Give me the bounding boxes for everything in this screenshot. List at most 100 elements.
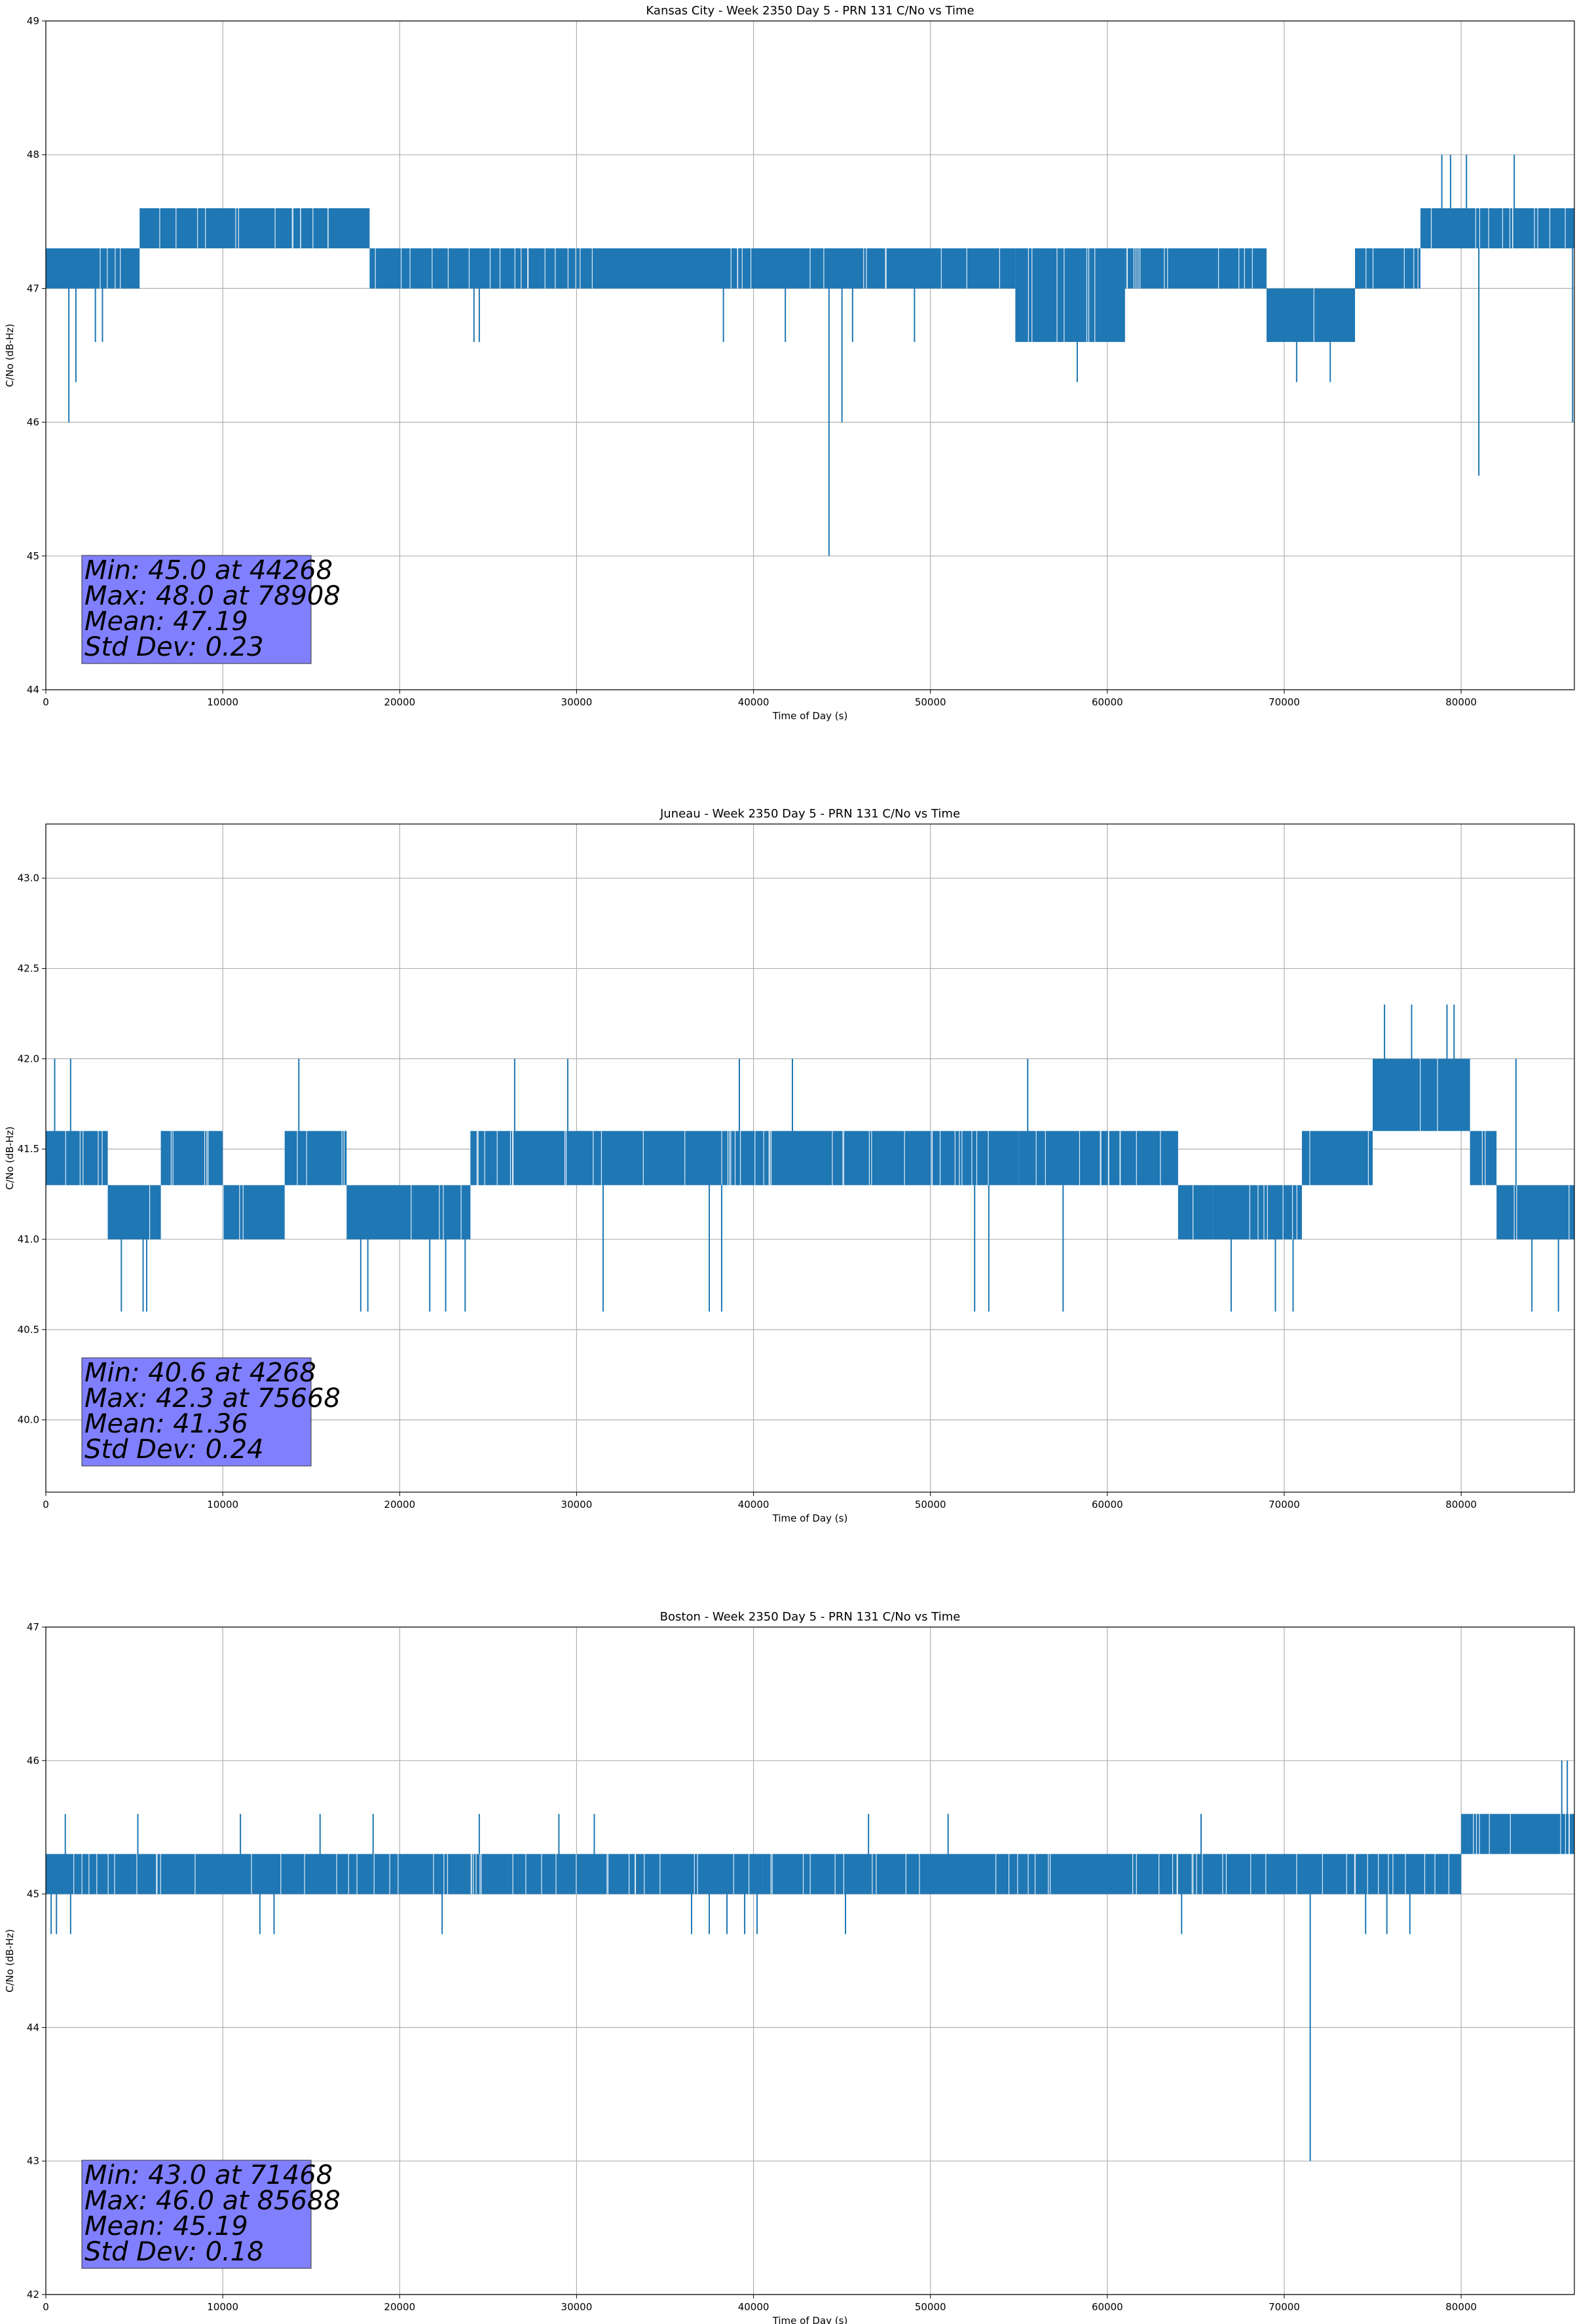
y-tick-label: 48 (27, 149, 39, 160)
data-band (1470, 1131, 1497, 1186)
data-band (1107, 1131, 1178, 1186)
y-tick-label: 40.5 (18, 1324, 39, 1336)
data-band (1015, 248, 1125, 343)
y-tick-label: 43 (27, 2155, 39, 2167)
data-band (284, 1131, 347, 1186)
data-band (223, 1185, 285, 1240)
stats-box (81, 2160, 312, 2269)
data-band (1355, 1854, 1426, 1894)
series-line (46, 1760, 1574, 2162)
y-tick-label: 49 (27, 15, 39, 27)
data-band (369, 248, 1016, 289)
series-line (46, 1004, 1574, 1312)
y-tick-label: 41.5 (18, 1143, 39, 1155)
stats-line: Mean: 47.19 (84, 607, 248, 637)
x-tick-label: 0 (43, 696, 49, 708)
stats-line: Min: 40.6 at 4268 (84, 1358, 316, 1388)
y-tick-label: 40.0 (18, 1414, 39, 1426)
chart-title: Juneau - Week 2350 Day 5 - PRN 131 C/No … (659, 807, 960, 821)
y-tick-label: 47 (27, 1621, 39, 1633)
data-band (46, 248, 140, 289)
x-tick-label: 80000 (1445, 1499, 1477, 1510)
stats-line: Mean: 45.19 (84, 2211, 248, 2241)
y-tick-label: 46 (27, 417, 39, 428)
x-tick-label: 10000 (207, 1499, 238, 1510)
x-tick-label: 70000 (1269, 2301, 1300, 2313)
y-tick-label: 45 (27, 550, 39, 562)
y-tick-label: 42.0 (18, 1053, 39, 1064)
y-axis-label: C/No (dB-Hz) (4, 1929, 16, 1993)
chart-panel-3: Boston - Week 2350 Day 5 - PRN 131 C/No … (4, 1610, 1575, 2324)
data-band (1496, 1185, 1574, 1240)
x-tick-label: 60000 (1092, 696, 1123, 708)
stats-box (81, 1357, 312, 1467)
data-band (1355, 248, 1420, 289)
chart-panel-2: Juneau - Week 2350 Day 5 - PRN 131 C/No … (4, 807, 1575, 1524)
x-tick-label: 30000 (561, 696, 593, 708)
x-tick-label: 20000 (384, 1499, 415, 1510)
data-band (1373, 1059, 1470, 1131)
x-tick-label: 10000 (207, 696, 238, 708)
plot-frame (45, 1626, 1575, 2295)
x-tick-label: 30000 (561, 1499, 593, 1510)
x-tick-label: 0 (43, 1499, 49, 1510)
x-axis-label: Time of Day (s) (772, 710, 848, 722)
y-tick-label: 44 (27, 2021, 39, 2033)
series-line (46, 155, 1574, 556)
stats-line: Std Dev: 0.24 (84, 1434, 264, 1465)
data-band (1018, 1131, 1107, 1186)
data-band (1461, 1814, 1574, 1854)
stats-line: Min: 45.0 at 44268 (84, 555, 333, 586)
stats-line: Mean: 41.36 (84, 1409, 248, 1439)
stats-line: Std Dev: 0.23 (84, 632, 264, 662)
data-band (160, 1131, 223, 1186)
y-tick-label: 45 (27, 1888, 39, 1900)
y-tick-label: 46 (27, 1755, 39, 1767)
y-tick-label: 42 (27, 2289, 39, 2300)
data-band (46, 1131, 108, 1186)
x-tick-label: 40000 (738, 696, 770, 708)
x-tick-label: 50000 (915, 696, 946, 708)
x-tick-label: 80000 (1445, 696, 1477, 708)
data-band (1124, 248, 1267, 289)
stats-line: Max: 42.3 at 75668 (84, 1383, 341, 1414)
data-band (107, 1185, 161, 1240)
x-tick-label: 50000 (915, 2301, 946, 2313)
x-tick-label: 40000 (738, 1499, 770, 1510)
plot-frame (45, 823, 1575, 1493)
y-axis-label: C/No (dB-Hz) (4, 1127, 16, 1190)
chart-title: Kansas City - Week 2350 Day 5 - PRN 131 … (646, 4, 974, 18)
plot-frame (45, 20, 1575, 690)
data-band (762, 1854, 1356, 1894)
data-band (1426, 1854, 1462, 1894)
x-tick-label: 80000 (1445, 2301, 1477, 2313)
y-tick-label: 42.5 (18, 963, 39, 975)
x-tick-label: 60000 (1092, 1499, 1123, 1510)
x-tick-label: 30000 (561, 2301, 593, 2313)
y-axis-label: C/No (dB-Hz) (4, 324, 16, 387)
chart-panel-1: Kansas City - Week 2350 Day 5 - PRN 131 … (4, 4, 1575, 722)
x-tick-label: 40000 (738, 2301, 770, 2313)
data-band (1420, 208, 1574, 249)
data-band (470, 1131, 1019, 1186)
data-band (139, 208, 370, 249)
stats-line: Std Dev: 0.18 (84, 2237, 264, 2267)
stats-box (81, 555, 312, 664)
x-tick-label: 60000 (1092, 2301, 1123, 2313)
y-tick-label: 47 (27, 282, 39, 294)
x-axis-label: Time of Day (s) (772, 2315, 848, 2324)
stats-line: Min: 43.0 at 71468 (84, 2160, 333, 2190)
y-tick-label: 43.0 (18, 872, 39, 884)
x-tick-label: 10000 (207, 2301, 238, 2313)
x-tick-label: 20000 (384, 2301, 415, 2313)
data-band (1266, 288, 1356, 343)
x-tick-label: 70000 (1269, 696, 1300, 708)
data-band (1178, 1185, 1214, 1240)
x-tick-label: 20000 (384, 696, 415, 708)
chart-title: Boston - Week 2350 Day 5 - PRN 131 C/No … (660, 1610, 961, 1624)
x-axis-label: Time of Day (s) (772, 1512, 848, 1524)
x-tick-label: 70000 (1269, 1499, 1300, 1510)
y-tick-label: 41.0 (18, 1233, 39, 1245)
y-tick-label: 44 (27, 684, 39, 696)
